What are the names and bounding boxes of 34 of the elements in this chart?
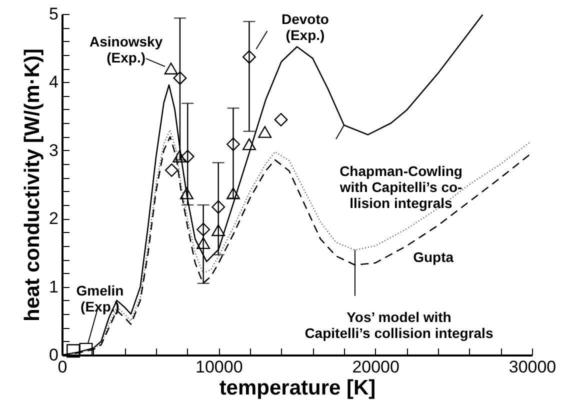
point	[196, 237, 210, 250]
annotation: Yos’ model with Capitelli’s collision integrals	[304, 308, 494, 341]
x-tick-label: 10000	[196, 358, 243, 376]
y-tick-label: 2	[49, 209, 58, 228]
point	[242, 138, 256, 150]
point	[180, 150, 194, 164]
point	[212, 200, 226, 214]
annotation: Chapman-Cowling with Capitelli’s co- llision integrals	[338, 163, 463, 212]
y-axis-title: heat conductivity [W/(m·K)]	[21, 48, 44, 322]
point	[258, 126, 272, 138]
y-tick-label: 5	[49, 4, 58, 24]
point	[172, 150, 186, 162]
point	[196, 222, 210, 236]
x-tick-label: 20000	[352, 358, 400, 376]
x-axis-title: temperature [K]	[219, 376, 376, 400]
point	[242, 50, 256, 64]
point	[212, 224, 226, 236]
y-tick-label: 1	[49, 277, 58, 296]
point	[180, 187, 194, 200]
point	[79, 342, 93, 356]
x-tick-label: 30000	[508, 358, 556, 376]
y-tick-label: 0	[49, 346, 58, 364]
y-tick-label: 3	[49, 140, 58, 160]
point	[66, 344, 80, 358]
point	[226, 138, 240, 151]
annotation: Asinowsky (Exp.)	[89, 34, 163, 66]
point	[164, 62, 178, 74]
y-tick-label: 4	[49, 72, 58, 92]
point	[226, 187, 240, 200]
point	[173, 71, 187, 85]
annotation: Devoto (Exp.)	[281, 10, 329, 43]
point	[274, 112, 288, 126]
annotation: Gupta	[413, 248, 454, 265]
point	[164, 163, 178, 177]
